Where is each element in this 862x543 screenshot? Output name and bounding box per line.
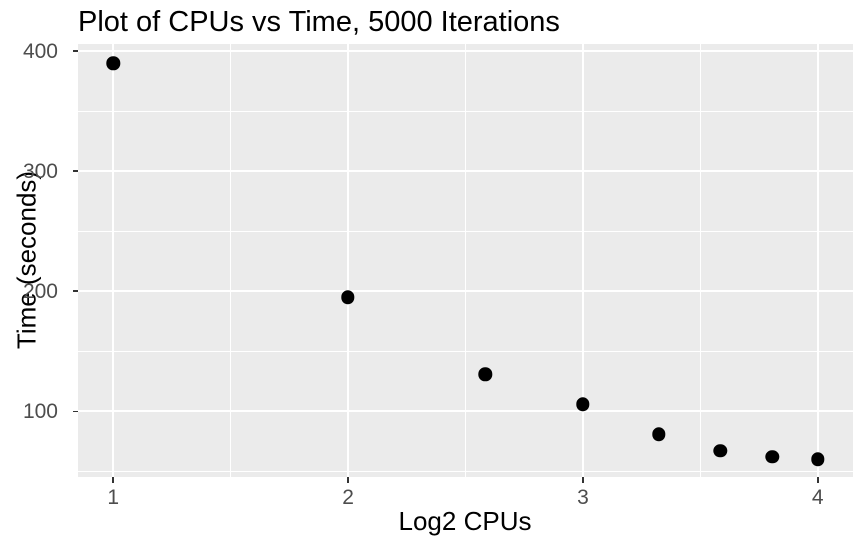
- data-point: [651, 427, 666, 441]
- x-tick-label: 1: [107, 485, 120, 509]
- x-tick-label: 2: [342, 485, 354, 509]
- minor-gridline-horizontal: [78, 470, 853, 472]
- y-tick-mark: [72, 170, 78, 173]
- y-tick-label: 400: [22, 39, 58, 63]
- minor-gridline-horizontal: [78, 110, 853, 112]
- major-gridline-horizontal: [78, 50, 853, 53]
- x-tick-mark: [816, 477, 819, 483]
- major-gridline-vertical: [816, 44, 819, 477]
- x-tick-mark: [347, 477, 349, 483]
- minor-gridline-vertical: [699, 44, 701, 477]
- minor-gridline-vertical: [230, 44, 232, 477]
- data-point: [713, 444, 727, 458]
- y-tick-label: 100: [22, 399, 58, 423]
- data-point: [765, 450, 780, 464]
- x-tick-label: 3: [577, 485, 589, 509]
- major-gridline-horizontal: [78, 170, 853, 173]
- y-axis-label: Time (seconds): [11, 170, 42, 350]
- y-tick-mark: [72, 410, 78, 413]
- x-tick-label: 4: [811, 485, 824, 509]
- minor-gridline-horizontal: [78, 350, 853, 352]
- y-tick-label: 200: [22, 279, 58, 303]
- minor-gridline-vertical: [465, 44, 466, 477]
- x-tick-mark: [582, 477, 584, 483]
- minor-gridline-horizontal: [78, 230, 853, 232]
- x-axis-label: Log2 CPUs: [398, 506, 532, 536]
- data-point: [811, 452, 825, 467]
- major-gridline-vertical: [112, 44, 115, 477]
- y-tick-label: 300: [22, 159, 58, 183]
- y-tick-mark: [72, 50, 78, 52]
- major-gridline-horizontal: [78, 290, 853, 293]
- x-tick-mark: [112, 477, 115, 483]
- major-gridline-vertical: [582, 44, 584, 477]
- plot-title: Plot of CPUs vs Time, 5000 Iterations: [78, 6, 560, 38]
- y-tick-mark: [72, 290, 78, 293]
- major-gridline-horizontal: [78, 410, 853, 413]
- data-point: [478, 367, 493, 381]
- data-point: [576, 397, 590, 411]
- major-gridline-vertical: [347, 44, 349, 477]
- data-point: [341, 290, 355, 304]
- data-point: [106, 56, 120, 70]
